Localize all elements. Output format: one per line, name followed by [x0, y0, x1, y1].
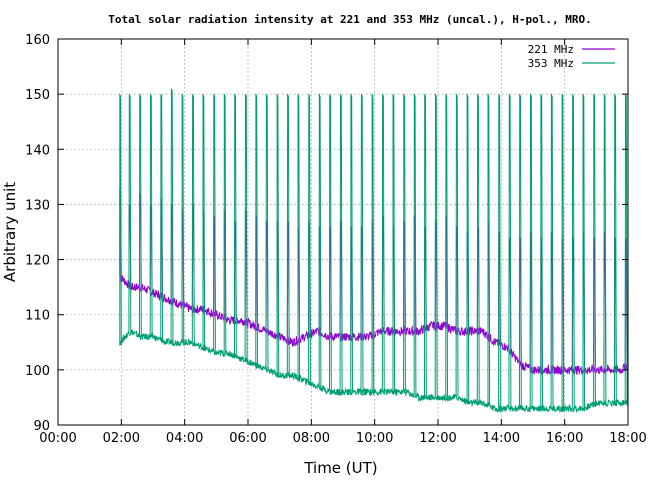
x-tick-label: 16:00: [546, 431, 583, 446]
x-tick-label: 06:00: [229, 431, 266, 446]
x-tick-label: 14:00: [483, 431, 520, 446]
x-tick-label: 18:00: [609, 431, 646, 446]
x-tick-label: 10:00: [356, 431, 393, 446]
chart-title: Total solar radiation intensity at 221 a…: [108, 13, 591, 26]
plot-frame: [57, 38, 629, 426]
plot-series: [119, 88, 629, 414]
axis-ticks: [57, 38, 629, 426]
x-tick-label: 04:00: [166, 431, 203, 446]
grid-lines: [58, 39, 628, 425]
series-line-353mhz: [119, 88, 629, 414]
x-axis-label: Time (UT): [303, 459, 377, 477]
y-tick-label: 110: [25, 309, 50, 324]
y-tick-label: 100: [25, 364, 50, 379]
y-tick-label: 150: [25, 88, 50, 103]
x-tick-label: 00:00: [39, 431, 76, 446]
y-tick-label: 90: [33, 419, 50, 434]
y-tick-label: 140: [25, 143, 50, 158]
y-tick-label: 160: [25, 33, 50, 48]
x-tick-label: 08:00: [293, 431, 330, 446]
y-axis-label: Arbitrary unit: [1, 182, 19, 282]
y-tick-label: 120: [25, 254, 50, 269]
x-tick-label: 12:00: [419, 431, 456, 446]
legend-label-353mhz: 353 MHz: [528, 57, 574, 70]
axis-tick-labels: 00:00 02:00 04:00 06:00 08:00 10:00 12:00 14:00…: [25, 33, 647, 446]
legend-label-221mhz: 221 MHz: [528, 43, 574, 56]
x-tick-label: 02:00: [103, 431, 140, 446]
y-tick-label: 130: [25, 198, 50, 213]
